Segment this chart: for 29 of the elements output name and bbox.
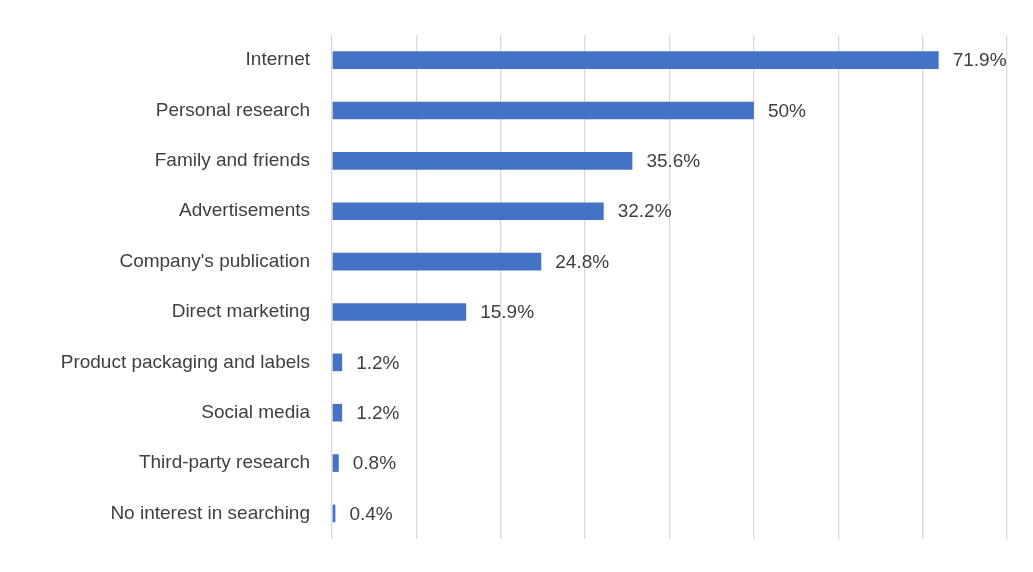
data-label: 15.9% bbox=[480, 301, 535, 323]
data-label: 0.4% bbox=[349, 502, 393, 524]
data-label: 24.8% bbox=[555, 250, 610, 272]
data-label: 32.2% bbox=[617, 200, 672, 222]
y-tick-label: Advertisements bbox=[179, 199, 310, 221]
data-label: 0.8% bbox=[352, 452, 397, 474]
y-tick-label: Product packaging and labels bbox=[60, 350, 310, 372]
y-tick-label: Social media bbox=[201, 400, 311, 422]
data-label: 1.2% bbox=[356, 351, 400, 373]
y-tick-label: No interest in searching bbox=[110, 501, 310, 523]
y-tick-label: Direct marketing bbox=[171, 300, 310, 322]
data-label: 50% bbox=[767, 99, 807, 121]
bar bbox=[332, 353, 343, 372]
bar bbox=[332, 101, 754, 120]
y-tick-label: Company's publication bbox=[119, 249, 310, 271]
bar bbox=[332, 202, 604, 221]
bar bbox=[332, 454, 339, 472]
bar bbox=[332, 252, 542, 271]
bar bbox=[332, 152, 633, 170]
bar bbox=[332, 403, 343, 422]
y-tick-label: Third-party research bbox=[138, 451, 310, 473]
y-tick-label: Family and friends bbox=[154, 149, 310, 171]
y-tick-label: Internet bbox=[245, 48, 311, 70]
data-label: 71.9% bbox=[952, 49, 1007, 71]
y-tick-label: Personal research bbox=[155, 98, 310, 120]
data-label: 1.2% bbox=[356, 401, 400, 423]
bar bbox=[332, 303, 467, 321]
data-label: 35.6% bbox=[646, 150, 701, 172]
bar bbox=[332, 51, 939, 69]
